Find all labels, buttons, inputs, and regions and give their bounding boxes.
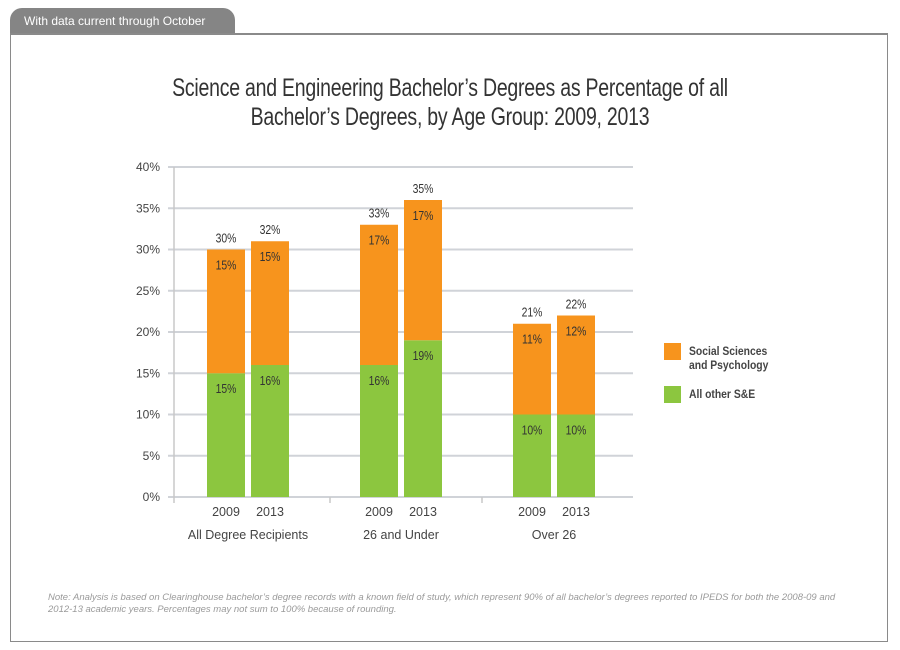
total-value-label: 30% [216,231,237,245]
bar-segment [360,224,398,365]
bar-segment [513,323,551,415]
legend-swatch [664,386,681,403]
bar-segment [513,414,551,497]
segment-value-label: 10% [566,423,587,437]
bar-segment [404,340,442,497]
x-tick-label: 2013 [409,505,437,519]
bar-segment [207,249,245,374]
group-label: 26 and Under [363,528,439,542]
legend-label: All other S&E [689,389,755,402]
segment-value-label: 16% [260,374,281,388]
x-tick-label: 2009 [365,505,393,519]
bar-segment [207,373,245,497]
total-value-label: 22% [566,297,587,311]
chart-title-line1: Science and Engineering Bachelor’s Degre… [172,74,728,102]
segment-value-label: 10% [522,423,543,437]
chart-title: Science and Engineering Bachelor’s Degre… [99,74,801,132]
bar-segment [557,414,595,497]
segment-value-label: 15% [260,250,281,264]
total-value-label: 32% [260,223,281,237]
y-tick-label: 0% [143,490,161,504]
bar-segment [251,365,289,497]
y-tick-label: 35% [136,201,160,215]
y-tick-label: 40% [136,160,160,174]
bar-segment [360,365,398,497]
legend-label: and Psychology [689,360,769,373]
segment-value-label: 16% [369,374,390,388]
chart-title-line2: Bachelor’s Degrees, by Age Group: 2009, … [250,103,650,131]
legend-swatch [664,343,681,360]
segment-value-label: 11% [522,333,543,347]
y-tick-label: 20% [136,325,160,339]
bar-segment [251,241,289,365]
x-tick-label: 2009 [518,505,546,519]
x-tick-label: 2009 [212,505,240,519]
x-tick-label: 2013 [562,505,590,519]
y-tick-label: 5% [143,449,161,463]
total-value-label: 35% [413,182,434,196]
chart-frame [10,33,888,642]
legend-label: Social Sciences [689,346,767,359]
bar-segment [404,200,442,341]
segment-value-label: 15% [216,382,237,396]
segment-value-label: 17% [369,234,390,248]
data-currency-tab: With data current through October 2013 [10,8,235,55]
bar-segment [557,315,595,415]
segment-value-label: 15% [216,258,237,272]
segment-value-label: 19% [413,349,434,363]
total-value-label: 21% [522,306,543,320]
y-tick-label: 10% [136,408,160,422]
group-label: Over 26 [532,528,577,542]
segment-value-label: 17% [413,209,434,223]
group-label: All Degree Recipients [188,528,308,542]
footnote: Note: Analysis is based on Clearinghouse… [48,592,836,615]
x-tick-label: 2013 [256,505,284,519]
y-tick-label: 30% [136,243,160,257]
y-tick-label: 15% [136,366,160,380]
y-tick-label: 25% [136,284,160,298]
segment-value-label: 12% [566,324,587,338]
total-value-label: 33% [369,207,390,221]
